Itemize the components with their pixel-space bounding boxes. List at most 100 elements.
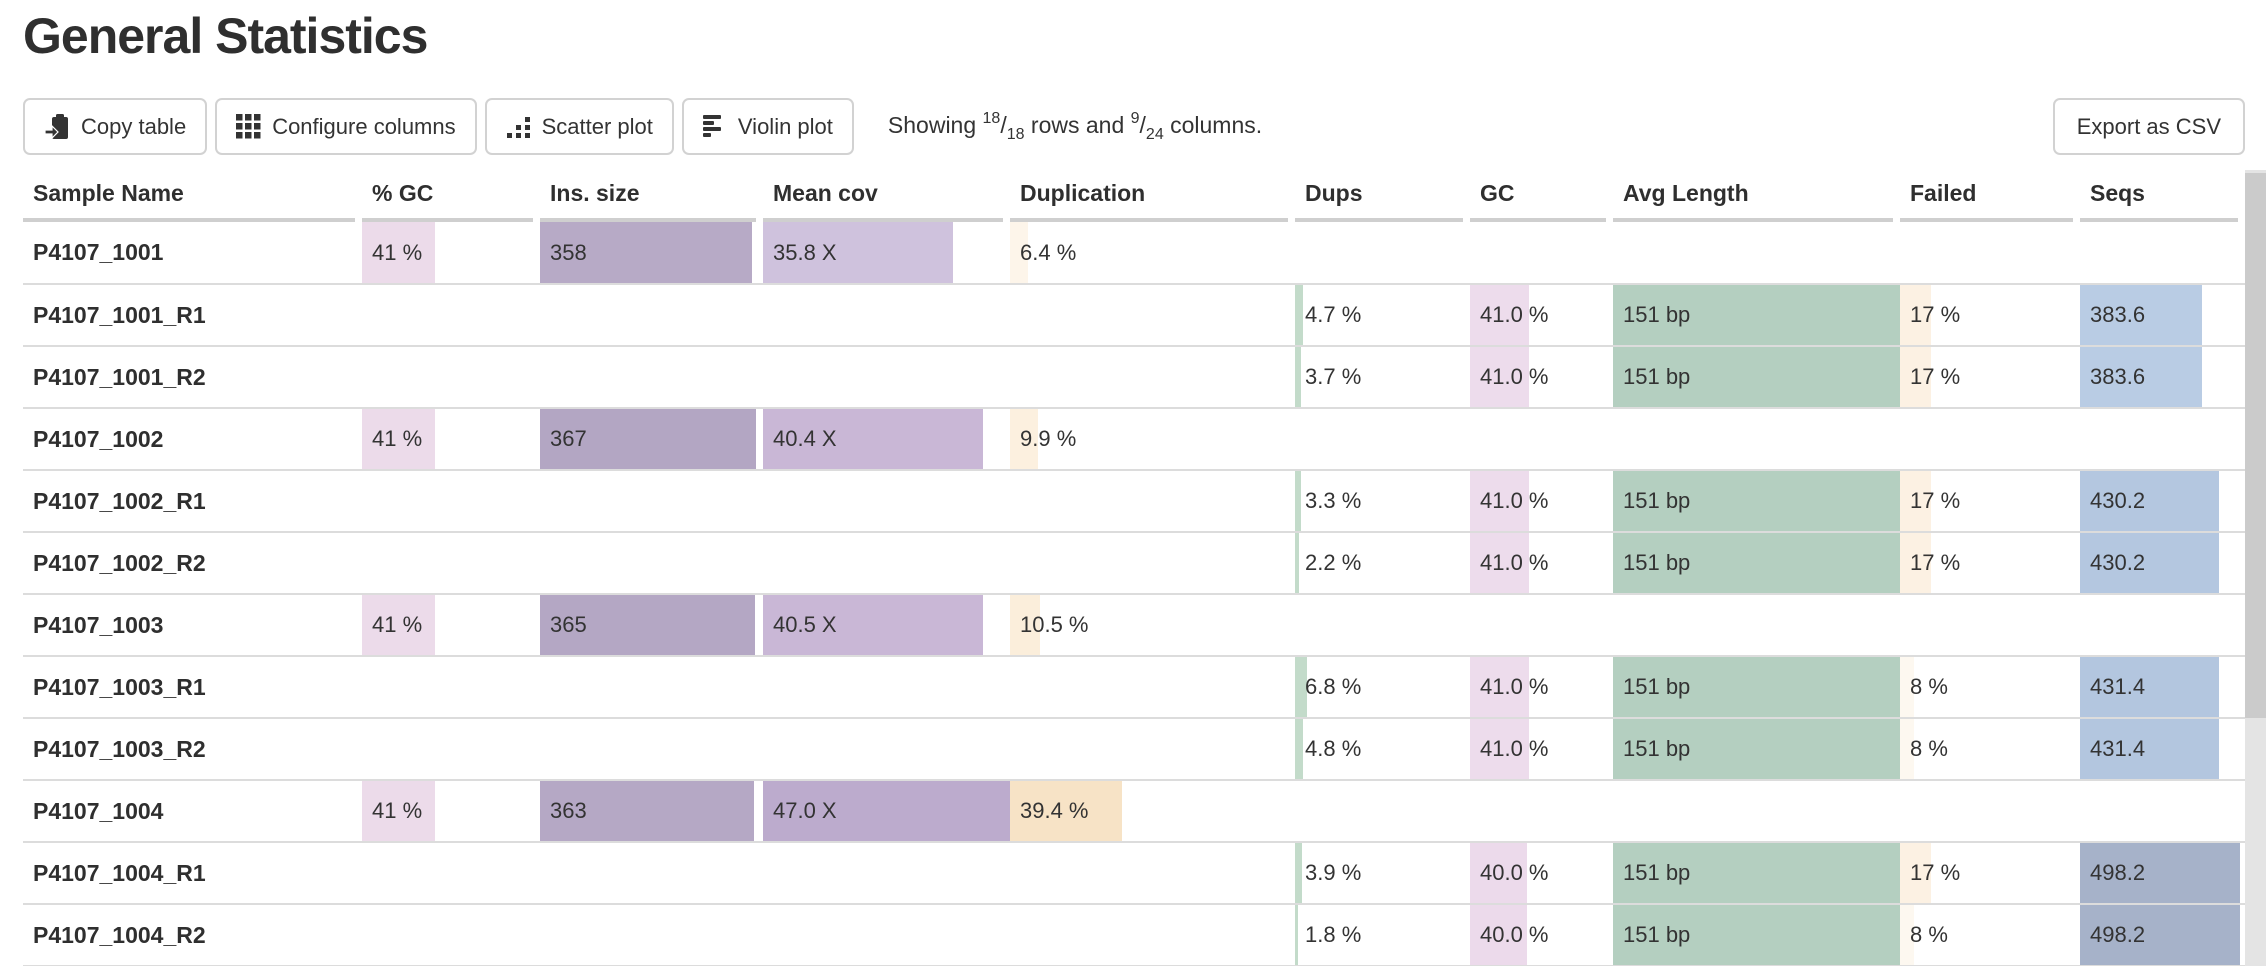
column-header-label: Avg Length xyxy=(1623,180,1749,206)
cell-value: 40.4 X xyxy=(773,426,837,451)
cell-seqs xyxy=(2080,779,2245,842)
data-bar xyxy=(1900,347,1931,407)
column-header-gc_pct[interactable]: % GC xyxy=(362,165,540,222)
cell-value: 151 bp xyxy=(1623,860,1691,885)
sample-name[interactable]: P4107_1001_R1 xyxy=(23,283,362,346)
cell-dupl: 10.5 % xyxy=(1010,593,1295,656)
column-header-seqs[interactable]: Seqs xyxy=(2080,165,2245,222)
cell-gc xyxy=(1470,593,1613,656)
table-header-row: Sample Name % GC Ins. size Mean cov Duplicat… xyxy=(23,165,2245,222)
column-header-dups[interactable]: Dups xyxy=(1295,165,1470,222)
cell-gc_pct: 41 % xyxy=(362,779,540,842)
cell-value: 8 % xyxy=(1910,922,1948,947)
cell-dupl xyxy=(1010,717,1295,780)
scatter-plot-button[interactable]: Scatter plot xyxy=(484,98,674,155)
general-stats-table-wrapper: Sample Name % GC Ins. size Mean cov Duplicat… xyxy=(23,165,2266,966)
cell-failed xyxy=(1900,593,2080,656)
cell-ins xyxy=(540,717,763,780)
cell-value: 151 bp xyxy=(1623,364,1691,389)
sample-name[interactable]: P4107_1004_R2 xyxy=(23,903,362,966)
cell-gc_pct: 41 % xyxy=(362,407,540,470)
column-header-label: Ins. size xyxy=(550,180,640,206)
cell-ins xyxy=(540,469,763,532)
column-header-failed[interactable]: Failed xyxy=(1900,165,2080,222)
cell-seqs xyxy=(2080,222,2245,284)
column-header-sample[interactable]: Sample Name xyxy=(23,165,362,222)
sample-name[interactable]: P4107_1003 xyxy=(23,593,362,656)
data-bar xyxy=(1613,843,1900,903)
sample-name[interactable]: P4107_1002_R2 xyxy=(23,531,362,594)
sample-name[interactable]: P4107_1004_R1 xyxy=(23,841,362,904)
sample-name[interactable]: P4107_1003_R2 xyxy=(23,717,362,780)
sample-name[interactable]: P4107_1001 xyxy=(33,239,164,265)
cell-dupl xyxy=(1010,345,1295,408)
data-bar xyxy=(540,595,756,655)
cell-dupl: 39.4 % xyxy=(1010,779,1295,842)
scrollbar-thumb[interactable] xyxy=(2245,173,2266,718)
copy-table-button[interactable]: Copy table xyxy=(23,98,208,155)
column-header-avglen[interactable]: Avg Length xyxy=(1613,165,1900,222)
data-bar xyxy=(540,222,752,283)
violin-plot-label: Violin plot xyxy=(737,113,833,139)
cell-cov: 35.8 X xyxy=(763,222,1010,284)
column-header-dupl[interactable]: Duplication xyxy=(1010,165,1295,222)
cell-avglen: 151 bp xyxy=(1613,469,1900,532)
cell-gc: 40.0 % xyxy=(1470,903,1613,966)
cell-failed: 8 % xyxy=(1900,717,2080,780)
data-bar xyxy=(1900,719,1915,779)
cell-value: 8 % xyxy=(1910,674,1948,699)
configure-columns-button[interactable]: Configure columns xyxy=(215,98,477,155)
grid-icon xyxy=(236,114,261,139)
cell-value: 40.5 X xyxy=(773,612,837,637)
data-bar xyxy=(1900,471,1931,531)
data-bar xyxy=(2080,285,2203,345)
cell-ins: 367 xyxy=(540,407,763,470)
cell-value: 151 bp xyxy=(1623,736,1691,761)
cell-value: 17 % xyxy=(1910,550,1961,575)
table-row: P4107_1003_R2 4.8 % 41.0 % 151 bp 8 % 431.4 xyxy=(23,717,2245,780)
sample-name[interactable]: P4107_1002_R1 xyxy=(23,469,362,532)
cell-failed: 17 % xyxy=(1900,283,2080,346)
cell-value: 17 % xyxy=(1910,364,1961,389)
data-bar xyxy=(1010,781,1123,841)
cell-gc_pct xyxy=(362,841,540,904)
data-bar xyxy=(2080,843,2241,903)
export-csv-label: Export as CSV xyxy=(2076,113,2221,139)
sample-name[interactable]: P4107_1003_R1 xyxy=(23,655,362,718)
cell-cov xyxy=(763,655,1010,718)
cell-seqs: 498.2 xyxy=(2080,903,2245,966)
table-row: P4107_1002 41 % 367 40.4 X 9.9 % xyxy=(23,407,2245,470)
cell-failed xyxy=(1900,222,2080,284)
data-bar xyxy=(1470,719,1529,779)
violin-plot-button[interactable]: Violin plot xyxy=(681,98,854,155)
cell-dupl xyxy=(1010,841,1295,904)
cell-value: 17 % xyxy=(1910,860,1961,885)
vertical-scrollbar[interactable] xyxy=(2245,170,2266,966)
table-toolbar: Copy table Configure columns Scatter plo… xyxy=(23,98,2245,155)
cell-cov xyxy=(763,283,1010,346)
cell-failed xyxy=(1900,779,2080,842)
export-csv-button[interactable]: Export as CSV xyxy=(2052,98,2245,155)
data-bar xyxy=(1010,222,1029,283)
sample-name[interactable]: P4107_1002 xyxy=(23,407,362,470)
column-header-cov[interactable]: Mean cov xyxy=(763,165,1010,222)
cell-failed xyxy=(1900,407,2080,470)
sample-name[interactable]: P4107_1004 xyxy=(23,779,362,842)
cell-value: 4.8 % xyxy=(1305,736,1362,761)
data-bar xyxy=(2080,347,2203,407)
cell-dups: 6.8 % xyxy=(1295,655,1470,718)
cell-dups xyxy=(1295,779,1470,842)
sample-name[interactable]: P4107_1001_R2 xyxy=(23,345,362,408)
column-header-gc[interactable]: GC xyxy=(1470,165,1613,222)
column-header-ins[interactable]: Ins. size xyxy=(540,165,763,222)
cell-value: 498.2 xyxy=(2090,922,2146,947)
cell-seqs: 383.6 xyxy=(2080,283,2245,346)
cell-value: 6.4 % xyxy=(1020,239,1077,265)
cell-avglen xyxy=(1613,779,1900,842)
data-bar xyxy=(362,781,435,841)
data-bar xyxy=(2080,533,2219,593)
cell-value: 431.4 xyxy=(2090,674,2146,699)
cell-gc_pct xyxy=(362,717,540,780)
cell-dups: 4.7 % xyxy=(1295,283,1470,346)
data-bar xyxy=(1900,533,1931,593)
